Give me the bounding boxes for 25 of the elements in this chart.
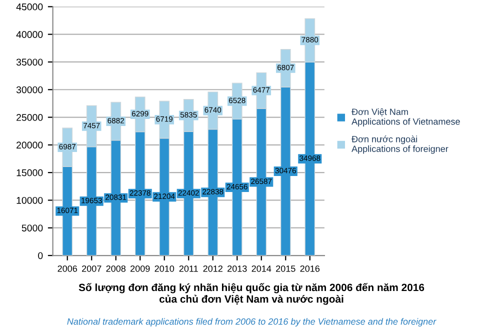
x-tick-label: 2007 — [82, 265, 102, 272]
x-tick-label: 2011 — [179, 265, 198, 272]
y-tick-label: 10000 — [16, 196, 43, 204]
x-tick-label: 2013 — [228, 265, 247, 272]
x-tick-label: 2006 — [58, 265, 78, 272]
y-tick-label: 30000 — [16, 86, 43, 94]
x-tick-label: 2012 — [203, 265, 222, 272]
text: National trademark applications filed from 2006 to 2016 by the Vietnamese and the foreigner — [67, 318, 436, 327]
y-tick-label: 25000 — [16, 114, 43, 121]
x-tick-label: 2015 — [276, 265, 296, 272]
y-tick-label: 5000 — [22, 224, 43, 232]
y-tick-label: 35000 — [16, 58, 43, 66]
y-tick-label: 40000 — [16, 31, 43, 38]
legend-label: Đơn Việt Nam Applications of Vietnamese — [352, 108, 460, 127]
x-tick-label: 2014 — [252, 265, 272, 272]
x-tick-label: 2016 — [300, 265, 320, 272]
x-tick-label: 2008 — [106, 265, 126, 272]
x-tick-label: 2010 — [154, 265, 174, 272]
y-tick-label: 20000 — [16, 142, 43, 149]
y-tick-label: 15000 — [16, 169, 43, 176]
text: Số lượng đơn đăng ký nhãn hiệu quốc gia từ năm 2006 đến năm 2016 của chủ đơn Việt Nam và nước ngoài — [78, 283, 424, 305]
x-tick-label: 2009 — [130, 265, 150, 272]
y-tick-label: 45000 — [16, 3, 43, 10]
y-tick-label: 0 — [38, 252, 43, 260]
legend-label: Đơn nước ngoài Applications of foreigner — [352, 136, 448, 154]
